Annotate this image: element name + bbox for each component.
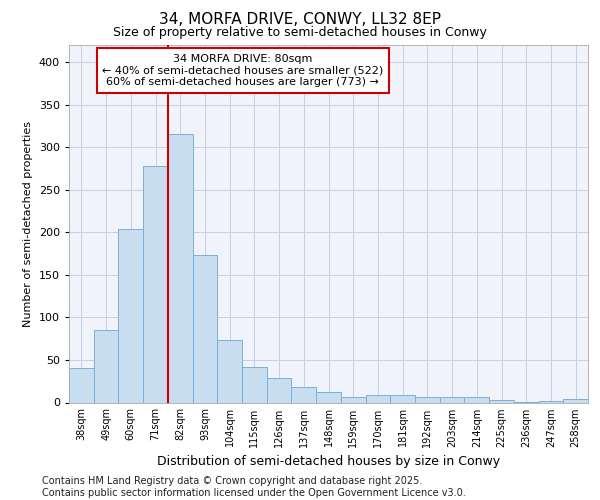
Bar: [464, 396, 489, 402]
X-axis label: Distribution of semi-detached houses by size in Conwy: Distribution of semi-detached houses by …: [157, 455, 500, 468]
Bar: [365, 395, 390, 402]
Bar: [539, 401, 563, 402]
Text: 34 MORFA DRIVE: 80sqm
← 40% of semi-detached houses are smaller (522)
60% of sem: 34 MORFA DRIVE: 80sqm ← 40% of semi-deta…: [102, 54, 383, 87]
Bar: [217, 340, 242, 402]
Bar: [489, 400, 514, 402]
Y-axis label: Number of semi-detached properties: Number of semi-detached properties: [23, 120, 33, 327]
Bar: [415, 398, 440, 402]
Bar: [94, 330, 118, 402]
Bar: [267, 378, 292, 402]
Bar: [168, 134, 193, 402]
Text: 34, MORFA DRIVE, CONWY, LL32 8EP: 34, MORFA DRIVE, CONWY, LL32 8EP: [159, 12, 441, 28]
Bar: [193, 255, 217, 402]
Text: Contains HM Land Registry data © Crown copyright and database right 2025.
Contai: Contains HM Land Registry data © Crown c…: [42, 476, 466, 498]
Bar: [242, 367, 267, 402]
Bar: [563, 399, 588, 402]
Text: Size of property relative to semi-detached houses in Conwy: Size of property relative to semi-detach…: [113, 26, 487, 39]
Bar: [341, 396, 365, 402]
Bar: [118, 229, 143, 402]
Bar: [390, 395, 415, 402]
Bar: [69, 368, 94, 402]
Bar: [440, 398, 464, 402]
Bar: [143, 166, 168, 402]
Bar: [316, 392, 341, 402]
Bar: [292, 387, 316, 402]
